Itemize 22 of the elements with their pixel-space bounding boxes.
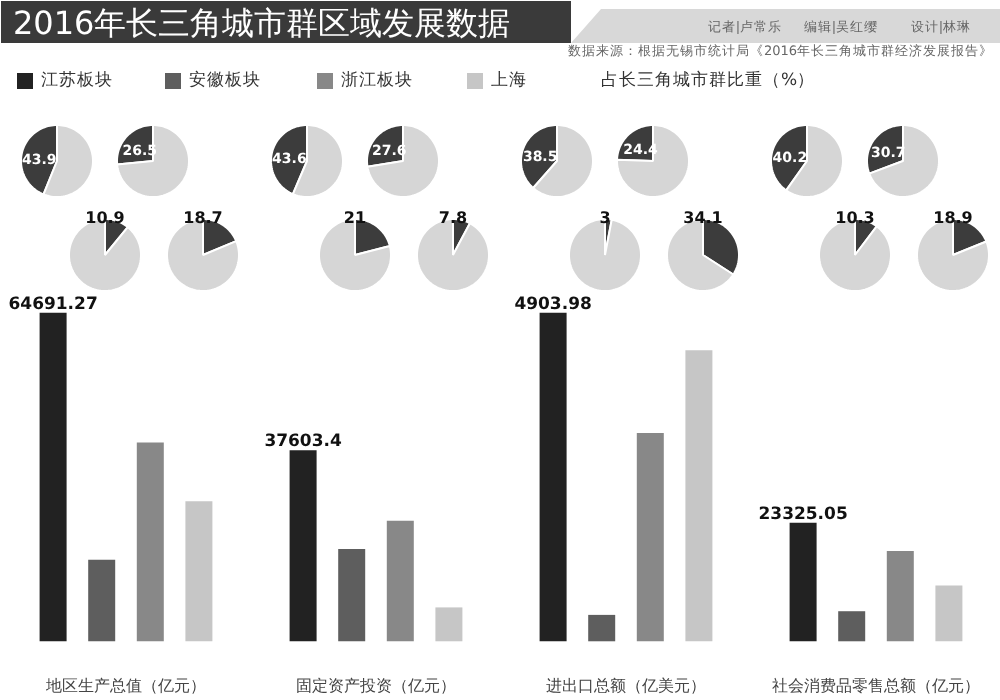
data-label: 37603.4: [264, 432, 342, 453]
data-label: 18.7: [183, 209, 223, 227]
legend-label: 江苏板块: [41, 69, 113, 91]
data-label: 7.8: [438, 209, 469, 227]
x-tick-label: 固定资产投资（亿元）: [296, 677, 456, 695]
text: 占长三角城市群比重（%）: [601, 69, 816, 91]
x-tick-label: 地区生产总值（亿元）: [44, 677, 206, 695]
data-label: 10.9: [85, 209, 126, 227]
data-label: 34.1: [683, 209, 724, 227]
text: 2016年长三角城市群区域发展数据: [13, 4, 511, 42]
data-label: 23325.05: [758, 504, 848, 525]
data-label: 21: [343, 209, 367, 227]
data-label: 18.9: [933, 209, 974, 227]
data-label: 64691.27: [8, 294, 98, 315]
data-label: 10.3: [835, 209, 875, 227]
legend-label: 上海: [491, 69, 527, 91]
data-label: 3: [599, 209, 611, 227]
x-tick-label: 社会消费品零售总额（亿元）: [772, 677, 980, 695]
x-tick-label: 进出口总额（亿美元）: [546, 677, 706, 695]
legend-label: 浙江板块: [341, 69, 413, 91]
data-label: 4903.98: [514, 294, 592, 315]
legend-label: 安徽板块: [189, 69, 261, 91]
